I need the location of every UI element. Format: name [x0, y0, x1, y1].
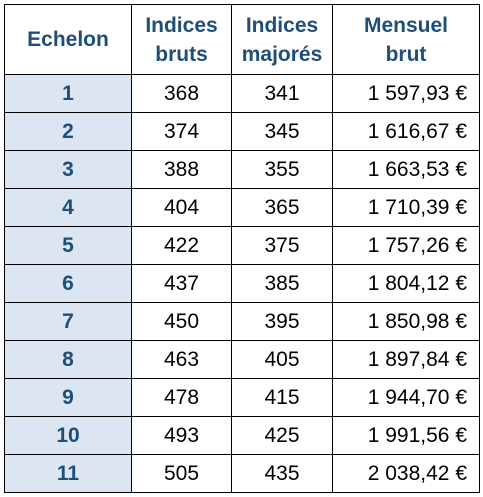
table-row: 1 368 341 1 597,93 € [4, 74, 480, 113]
cell-echelon: 9 [4, 378, 132, 417]
table-row: 2 374 345 1 616,67 € [4, 112, 480, 151]
cell-indice-brut: 450 [131, 302, 232, 341]
cell-mensuel-brut: 2 038,42 € [332, 454, 480, 493]
cell-echelon: 8 [4, 340, 132, 379]
cell-mensuel-brut: 1 757,26 € [332, 226, 480, 265]
table-body: 1 368 341 1 597,93 € 2 374 345 1 616,67 … [4, 74, 480, 493]
cell-mensuel-brut: 1 710,39 € [332, 188, 480, 227]
cell-indice-majore: 405 [231, 340, 333, 379]
salary-grid-table: Echelon Indices bruts Indices majorés Me… [4, 4, 480, 493]
header-row: Echelon Indices bruts Indices majorés Me… [4, 4, 480, 75]
table-row: 8 463 405 1 897,84 € [4, 340, 480, 379]
cell-indice-majore: 395 [231, 302, 333, 341]
cell-echelon: 7 [4, 302, 132, 341]
cell-indice-majore: 365 [231, 188, 333, 227]
header-mensuel-brut: Mensuel brut [332, 4, 480, 75]
cell-indice-brut: 505 [131, 454, 232, 493]
cell-indice-brut: 368 [131, 74, 232, 113]
table-row: 7 450 395 1 850,98 € [4, 302, 480, 341]
cell-indice-majore: 345 [231, 112, 333, 151]
header-indices-bruts-line2: bruts [155, 42, 208, 66]
cell-indice-majore: 385 [231, 264, 333, 303]
table-row: 4 404 365 1 710,39 € [4, 188, 480, 227]
cell-indice-majore: 355 [231, 150, 333, 189]
cell-echelon: 1 [4, 74, 132, 113]
header-indices-bruts-line1: Indices [145, 13, 218, 37]
header-indices-majores: Indices majorés [231, 4, 333, 75]
header-echelon: Echelon [4, 4, 132, 75]
cell-echelon: 11 [4, 454, 132, 493]
cell-mensuel-brut: 1 597,93 € [332, 74, 480, 113]
cell-indice-majore: 435 [231, 454, 333, 493]
cell-mensuel-brut: 1 850,98 € [332, 302, 480, 341]
cell-indice-brut: 404 [131, 188, 232, 227]
cell-echelon: 4 [4, 188, 132, 227]
cell-indice-brut: 388 [131, 150, 232, 189]
cell-indice-brut: 478 [131, 378, 232, 417]
header-mensuel-brut-line1: Mensuel [363, 13, 449, 37]
cell-echelon: 2 [4, 112, 132, 151]
table-row: 10 493 425 1 991,56 € [4, 416, 480, 455]
cell-indice-majore: 341 [231, 74, 333, 113]
table-row: 11 505 435 2 038,42 € [4, 454, 480, 493]
table-row: 5 422 375 1 757,26 € [4, 226, 480, 265]
cell-mensuel-brut: 1 616,67 € [332, 112, 480, 151]
header-echelon-label: Echelon [27, 28, 109, 51]
table-row: 9 478 415 1 944,70 € [4, 378, 480, 417]
cell-indice-brut: 437 [131, 264, 232, 303]
cell-indice-brut: 422 [131, 226, 232, 265]
cell-indice-majore: 425 [231, 416, 333, 455]
cell-mensuel-brut: 1 944,70 € [332, 378, 480, 417]
header-indices-majores-line2: majorés [241, 42, 323, 66]
cell-echelon: 3 [4, 150, 132, 189]
cell-mensuel-brut: 1 804,12 € [332, 264, 480, 303]
table-row: 3 388 355 1 663,53 € [4, 150, 480, 189]
cell-indice-majore: 415 [231, 378, 333, 417]
header-indices-bruts: Indices bruts [131, 4, 232, 75]
header-mensuel-brut-line2: brut [385, 42, 427, 66]
cell-mensuel-brut: 1 663,53 € [332, 150, 480, 189]
cell-indice-brut: 463 [131, 340, 232, 379]
table-header: Echelon Indices bruts Indices majorés Me… [4, 4, 480, 75]
cell-indice-majore: 375 [231, 226, 333, 265]
cell-mensuel-brut: 1 991,56 € [332, 416, 480, 455]
header-indices-majores-line1: Indices [245, 13, 319, 37]
cell-echelon: 10 [4, 416, 132, 455]
table-row: 6 437 385 1 804,12 € [4, 264, 480, 303]
salary-grid-container: Echelon Indices bruts Indices majorés Me… [4, 4, 480, 493]
cell-echelon: 5 [4, 226, 132, 265]
cell-mensuel-brut: 1 897,84 € [332, 340, 480, 379]
cell-indice-brut: 493 [131, 416, 232, 455]
cell-indice-brut: 374 [131, 112, 232, 151]
cell-echelon: 6 [4, 264, 132, 303]
